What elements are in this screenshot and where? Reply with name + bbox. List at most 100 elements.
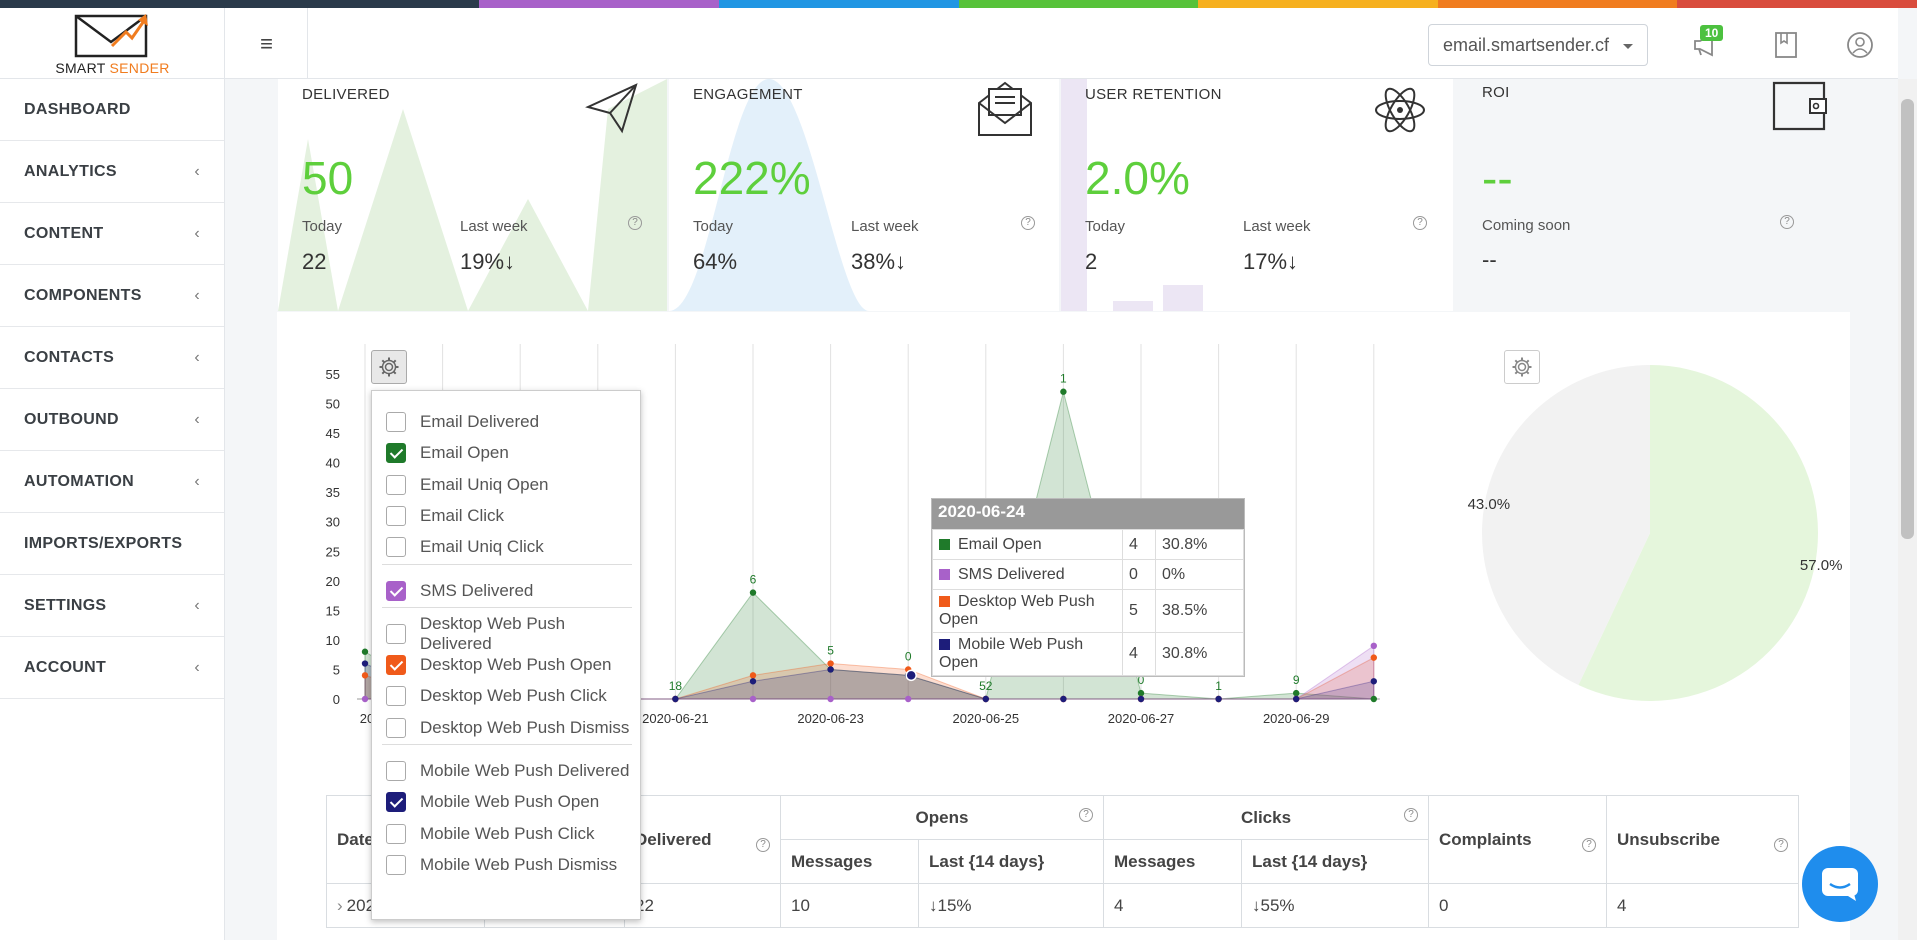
series-option-label: Email Open: [420, 443, 509, 463]
sidebar-item-label: AUTOMATION: [24, 472, 134, 490]
series-option-desktop-web-push-open[interactable]: Desktop Web Push Open: [386, 652, 612, 678]
checkbox[interactable]: [386, 854, 406, 875]
checkbox[interactable]: [386, 623, 406, 644]
header-complaints[interactable]: Complaints?: [1428, 795, 1607, 884]
help-icon[interactable]: ?: [1582, 838, 1596, 852]
scrollbar-thumb[interactable]: [1901, 99, 1914, 539]
series-option-mobile-web-push-click[interactable]: Mobile Web Push Click: [386, 821, 594, 847]
checkbox[interactable]: [386, 761, 406, 781]
series-option-label: Email Click: [420, 505, 505, 525]
checkbox[interactable]: [386, 686, 406, 707]
domain-select[interactable]: email.smartsender.cf: [1428, 24, 1648, 66]
card-value: 2.0%: [1085, 152, 1190, 204]
sidebar-item-outbound[interactable]: OUTBOUND ‹: [0, 389, 224, 451]
hamburger-icon[interactable]: ≡: [226, 8, 308, 79]
chevron-left-icon: ‹: [194, 286, 200, 304]
top-color-bar: [0, 0, 1917, 8]
header-opens-last-label: Last {14 days}: [929, 851, 1045, 871]
tooltip-count: 0: [1121, 559, 1157, 590]
header-opens-messages[interactable]: Messages: [780, 839, 919, 884]
checkbox[interactable]: [386, 474, 406, 495]
checkbox[interactable]: [386, 505, 406, 526]
megaphone-icon[interactable]: [1691, 30, 1721, 60]
chat-button[interactable]: [1802, 846, 1878, 922]
checkbox[interactable]: [386, 412, 406, 432]
menu-separator: [382, 744, 632, 745]
checkbox[interactable]: [386, 792, 406, 813]
tooltip-series-name: Mobile Web Push Open: [939, 636, 1084, 671]
checkbox[interactable]: [386, 823, 406, 844]
series-option-label: SMS Delivered: [420, 580, 534, 600]
card-title: ENGAGEMENT: [693, 86, 803, 103]
series-option-desktop-web-push-click[interactable]: Desktop Web Push Click: [386, 683, 607, 709]
series-option-email-uniq-click[interactable]: Email Uniq Click: [386, 534, 544, 560]
series-option-email-uniq-open[interactable]: Email Uniq Open: [386, 472, 549, 498]
cell-open-messages: 10: [780, 883, 919, 928]
checkbox[interactable]: [386, 655, 406, 676]
sidebar-item-analytics[interactable]: ANALYTICS ‹: [0, 141, 224, 203]
user-icon[interactable]: [1845, 30, 1875, 60]
color-bar-segment: [239, 0, 480, 8]
series-option-label: Desktop Web Push Click: [420, 686, 607, 706]
atom-icon: [1375, 87, 1425, 133]
help-icon[interactable]: ?: [1774, 838, 1788, 852]
series-option-email-click[interactable]: Email Click: [386, 503, 504, 529]
sidebar-item-settings[interactable]: SETTINGS ‹: [0, 575, 224, 637]
help-icon[interactable]: ?: [756, 838, 770, 852]
tooltip-count: 4: [1121, 529, 1157, 560]
sidebar-item-contacts[interactable]: CONTACTS ‹: [0, 327, 224, 389]
help-icon[interactable]: ?: [1021, 216, 1035, 230]
sidebar: DASHBOARD ANALYTICS ‹ CONTENT ‹ COMPONENTS ‹ CO…: [0, 79, 225, 940]
checkbox[interactable]: [386, 580, 406, 601]
logo[interactable]: SMART SENDER: [0, 8, 225, 79]
series-option-mobile-web-push-dismiss[interactable]: Mobile Web Push Dismiss: [386, 852, 617, 878]
help-icon[interactable]: ?: [1404, 808, 1418, 822]
sidebar-item-content[interactable]: CONTENT ‹: [0, 203, 224, 265]
notification-badge: 10: [1700, 25, 1724, 41]
chart-settings-button[interactable]: [371, 350, 407, 384]
sidebar-item-dashboard[interactable]: DASHBOARD: [0, 79, 224, 141]
help-icon[interactable]: ?: [1413, 216, 1427, 230]
checkbox[interactable]: [386, 443, 406, 464]
checkbox[interactable]: [386, 537, 406, 558]
domain-select-value: email.smartsender.cf: [1443, 35, 1610, 55]
header-clicks-messages[interactable]: Messages: [1103, 839, 1242, 884]
card-label-last-week: Last week: [851, 218, 919, 235]
series-option-sms-delivered[interactable]: SMS Delivered: [386, 578, 533, 604]
series-option-label: Desktop Web Push Delivered: [419, 613, 566, 653]
header-clicks-last[interactable]: Last {14 days}: [1241, 839, 1429, 884]
series-option-desktop-web-push-delivered[interactable]: Desktop Web Push Delivered: [386, 614, 640, 653]
header-opens-last[interactable]: Last {14 days}: [918, 839, 1104, 884]
pie-settings-button[interactable]: [1504, 350, 1540, 384]
header-delivered[interactable]: Delivered?: [624, 795, 781, 884]
card-label-today: Today: [693, 218, 734, 235]
help-icon[interactable]: ?: [1079, 808, 1093, 822]
table-row[interactable]: › 202 22 10 ↓15% 4 ↓55% 0 4: [326, 883, 1799, 928]
header-complaints-label: Complaints: [1439, 829, 1532, 849]
series-option-label: Email Uniq Click: [420, 537, 544, 557]
header-clicks-label: Clicks: [1240, 807, 1292, 827]
sidebar-item-imports-exports[interactable]: IMPORTS/EXPORTS: [0, 513, 224, 575]
help-icon[interactable]: ?: [628, 216, 642, 230]
sidebar-item-automation[interactable]: AUTOMATION ‹: [0, 451, 224, 513]
series-option-mobile-web-push-open[interactable]: Mobile Web Push Open: [386, 789, 599, 815]
series-option-desktop-web-push-dismiss[interactable]: Desktop Web Push Dismiss: [386, 715, 629, 741]
series-option-email-open[interactable]: Email Open: [386, 440, 509, 466]
card-value-today: 2: [1085, 249, 1098, 274]
envelope-logo-icon: [74, 14, 148, 58]
checkbox[interactable]: [386, 717, 406, 738]
logo-text-part1: SMART: [55, 60, 110, 76]
header-unsubscribe-label: Unsubscribe: [1617, 829, 1720, 849]
header-unsubscribe[interactable]: Unsubscribe?: [1606, 795, 1799, 884]
series-option-mobile-web-push-delivered[interactable]: Mobile Web Push Delivered: [386, 758, 629, 784]
book-icon[interactable]: [1771, 30, 1801, 60]
sidebar-item-label: ACCOUNT: [24, 658, 107, 676]
series-option-email-delivered[interactable]: Email Delivered: [386, 409, 539, 435]
help-icon[interactable]: ?: [1780, 215, 1794, 229]
sidebar-item-components[interactable]: COMPONENTS ‹: [0, 265, 224, 327]
scrollbar[interactable]: [1898, 79, 1917, 940]
legend-swatch: [939, 538, 950, 550]
color-bar-segment: [1437, 0, 1678, 8]
sidebar-item-account[interactable]: ACCOUNT ‹: [0, 637, 224, 699]
expand-icon[interactable]: ›: [337, 895, 343, 915]
